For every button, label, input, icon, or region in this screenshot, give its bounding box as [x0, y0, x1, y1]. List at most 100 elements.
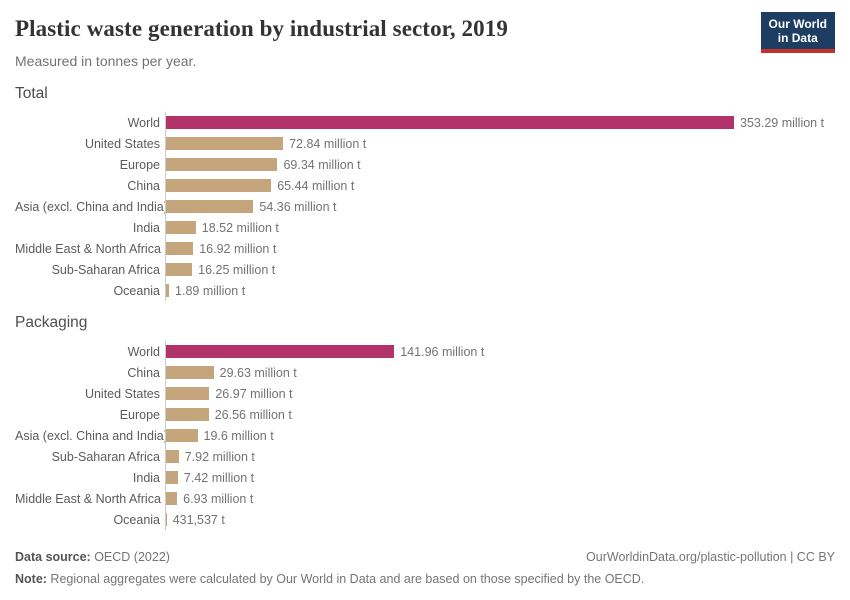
bar-row: Oceania 431,537 t	[15, 509, 835, 530]
value-label: 1.89 million t	[175, 283, 246, 298]
section-heading-packaging: Packaging	[15, 314, 88, 331]
value-label: 431,537 t	[172, 512, 225, 527]
owid-logo-line1: Our World	[768, 17, 827, 31]
category-label: Asia (excl. China and India)	[15, 199, 168, 214]
category-label: Asia (excl. China and India)	[15, 428, 168, 443]
bar[interactable]	[166, 513, 167, 526]
bar[interactable]	[166, 137, 284, 150]
category-label: United States	[84, 386, 160, 401]
bar[interactable]	[166, 492, 178, 505]
bar[interactable]	[166, 345, 395, 358]
bar-chart-total: World 353.29 million t United States 72.84 …	[15, 112, 835, 301]
bar-row: Asia (excl. China and India) 54.36 millio…	[15, 196, 835, 217]
bar-row: China 29.63 million t	[15, 362, 835, 383]
bar-row: Oceania 1.89 million t	[15, 280, 835, 301]
bar-zone: 431,537 t	[165, 509, 835, 530]
value-label: 26.97 million t	[215, 386, 293, 401]
bar-zone: 18.52 million t	[165, 217, 835, 238]
bar-chart-packaging: World 141.96 million t China 29.63 million …	[15, 341, 835, 530]
value-label: 29.63 million t	[219, 365, 297, 380]
bar-zone: 1.89 million t	[165, 280, 835, 301]
bar[interactable]	[166, 284, 170, 297]
value-label: 72.84 million t	[289, 136, 367, 151]
value-label: 16.25 million t	[198, 262, 276, 277]
value-label: 65.44 million t	[277, 178, 355, 193]
bar-zone: 141.96 million t	[165, 341, 835, 362]
bar[interactable]	[166, 471, 178, 484]
bar[interactable]	[166, 366, 214, 379]
bar-row: Middle East & North Africa 6.93 million t	[15, 488, 835, 509]
value-label: 18.52 million t	[201, 220, 279, 235]
page-title: Plastic waste generation by industrial s…	[15, 16, 508, 41]
bar-zone: 72.84 million t	[165, 133, 835, 154]
value-label: 7.42 million t	[183, 470, 255, 485]
bar[interactable]	[166, 263, 193, 276]
category-label: Europe	[119, 157, 160, 172]
bar-row: Europe 26.56 million t	[15, 404, 835, 425]
value-label: 7.92 million t	[184, 449, 255, 464]
note-text: Regional aggregates were calculated by O…	[46, 572, 645, 586]
bar-zone: 26.97 million t	[165, 383, 835, 404]
bar-zone: 7.92 million t	[165, 446, 835, 467]
bar-row: United States 26.97 million t	[15, 383, 835, 404]
category-label: Oceania	[113, 283, 160, 298]
category-label: United States	[84, 136, 160, 151]
category-label: Sub-Saharan Africa	[51, 262, 160, 277]
bar[interactable]	[166, 387, 210, 400]
bar-row: Europe 69.34 million t	[15, 154, 835, 175]
category-label: India	[132, 470, 160, 485]
category-label: India	[132, 220, 160, 235]
value-label: 16.92 million t	[199, 241, 277, 256]
bar-row: China 65.44 million t	[15, 175, 835, 196]
category-label: Sub-Saharan Africa	[51, 449, 160, 464]
bar-row: World 353.29 million t	[15, 112, 835, 133]
owid-logo-line2: in Data	[777, 31, 818, 45]
bar[interactable]	[166, 408, 209, 421]
bar-zone: 7.42 million t	[165, 467, 835, 488]
value-label: 141.96 million t	[400, 344, 485, 359]
bar-zone: 353.29 million t	[165, 112, 835, 133]
citation-link[interactable]: OurWorldinData.org/plastic-pollution | C…	[586, 550, 835, 564]
category-label: China	[127, 365, 160, 380]
value-label: 69.34 million t	[283, 157, 361, 172]
bar[interactable]	[166, 200, 254, 213]
category-label: Europe	[119, 407, 160, 422]
bar-row: India 7.42 million t	[15, 467, 835, 488]
category-label: Middle East & North Africa	[15, 241, 161, 256]
category-label: Middle East & North Africa	[15, 491, 161, 506]
value-label: 6.93 million t	[183, 491, 254, 506]
bar-zone: 54.36 million t	[165, 196, 835, 217]
bar[interactable]	[166, 158, 278, 171]
bar-row: Asia (excl. China and India) 19.6 million…	[15, 425, 835, 446]
bar-row: Middle East & North Africa 16.92 million …	[15, 238, 835, 259]
category-label: Oceania	[113, 512, 160, 527]
bar[interactable]	[166, 450, 179, 463]
bar[interactable]	[166, 116, 734, 129]
value-label: 54.36 million t	[259, 199, 337, 214]
page-subtitle: Measured in tonnes per year.	[15, 53, 197, 69]
bar-zone: 26.56 million t	[165, 404, 835, 425]
bar-zone: 6.93 million t	[165, 488, 835, 509]
bar-zone: 29.63 million t	[165, 362, 835, 383]
owid-logo[interactable]: Our World in Data	[760, 12, 835, 53]
bar-zone: 16.25 million t	[165, 259, 835, 280]
value-label: 19.6 million t	[203, 428, 274, 443]
data-source-line: Data source: OECD (2022)	[15, 549, 170, 566]
bar-zone: 65.44 million t	[165, 175, 835, 196]
data-source-value: OECD (2022)	[90, 550, 170, 564]
bar-row: Sub-Saharan Africa 7.92 million t	[15, 446, 835, 467]
value-label: 26.56 million t	[214, 407, 292, 422]
bar[interactable]	[166, 179, 272, 192]
bar[interactable]	[166, 221, 196, 234]
note-label: Note:	[15, 572, 47, 586]
category-label: World	[127, 115, 160, 130]
data-source-label: Data source:	[15, 550, 91, 564]
bar-row: Sub-Saharan Africa 16.25 million t	[15, 259, 835, 280]
bar[interactable]	[166, 429, 198, 442]
category-label: World	[127, 344, 160, 359]
section-heading-total: Total	[15, 85, 48, 102]
bar-zone: 16.92 million t	[165, 238, 835, 259]
bar[interactable]	[166, 242, 194, 255]
chart-footer: Data source: OECD (2022) OurWorldinData.…	[15, 549, 835, 588]
